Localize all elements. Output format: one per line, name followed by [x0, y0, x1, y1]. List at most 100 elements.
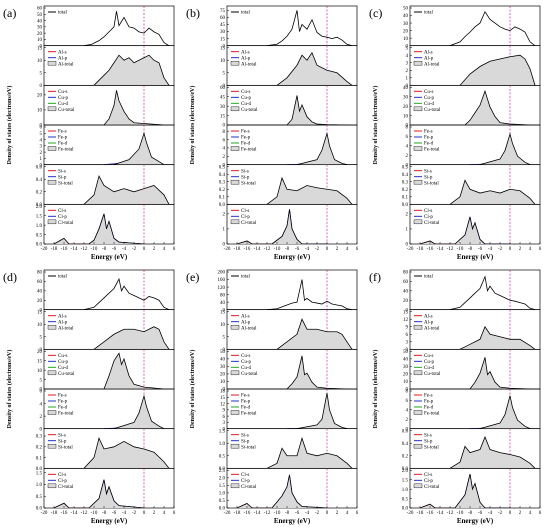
legend-swatch — [47, 60, 57, 66]
y-tick-label: 20 — [37, 94, 43, 99]
y-tick-label: 0 — [40, 427, 43, 432]
legend-label: Si-total — [58, 181, 73, 186]
x-axis-label: Energy (eV) — [457, 517, 494, 525]
y-tick-label: 20 — [403, 29, 409, 34]
y-tick-label: 30 — [220, 30, 226, 35]
subplot-2: 0 5 10 15 Al-sAl-pAl-total — [37, 309, 175, 353]
y-tick-label: 15 — [220, 310, 226, 315]
legend-label: Al-total — [58, 62, 74, 67]
subplot-5: 0.0 0.1 0.2 0.3 Si-sSi-pSi-total — [36, 428, 175, 472]
y-tick-label: 0 — [223, 124, 226, 129]
x-tick-label: 0 — [143, 247, 146, 252]
legend-swatch — [47, 370, 57, 376]
y-tick-label: 0 — [406, 243, 409, 248]
legend-swatch — [47, 443, 57, 449]
legend-label: Fe-total — [241, 148, 257, 153]
legend-swatch — [230, 60, 240, 66]
legend-label: Al-s — [241, 314, 250, 319]
legend-label: Fe-d — [424, 142, 434, 147]
x-tick-label: 2 — [336, 247, 339, 252]
y-tick-label: 8 — [406, 126, 409, 131]
y-tick-label: 120 — [218, 286, 226, 291]
subplot-5: 0.0 0.5 1.0 1.5 Si-sSi-pSi-total — [219, 428, 358, 472]
series-line-fe-total — [479, 132, 531, 165]
y-tick-label: 45 — [220, 23, 226, 28]
series-line-cl-total — [236, 209, 327, 244]
legend-label: Cu-d — [241, 102, 252, 107]
legend-label: Fe-d — [58, 142, 68, 147]
legend-label: Fe-p — [424, 400, 434, 405]
x-tick-label: -8 — [285, 511, 290, 516]
y-tick-label: 20 — [37, 299, 43, 304]
legend-swatch — [47, 179, 57, 185]
series-fill-cl-total — [237, 474, 327, 508]
x-tick-label: -6 — [295, 511, 300, 516]
x-tick-label: -14 — [254, 511, 261, 516]
legend-label: Si-p — [424, 175, 433, 180]
subplot-3: 0 15 30 45 60 Cu-sCu-pCu-dCu-total — [220, 84, 358, 129]
y-tick-label: 6 — [406, 399, 409, 404]
legend-swatch — [230, 219, 240, 225]
x-tick-label: 4 — [346, 247, 349, 252]
legend-label: total — [424, 11, 433, 16]
x-tick-label: -4 — [488, 247, 493, 252]
y-tick-label: 3 — [406, 61, 409, 66]
subplot-5: 0.0 0.1 0.2 0.3 0.4 0.5 Si-sSi-pSi-total — [402, 164, 541, 208]
legend-label: Fe-d — [241, 142, 251, 147]
legend-label: Si-s — [424, 169, 432, 174]
subplot-3: 0 10 20 Cu-sCu-pCu-dCu-total — [37, 84, 175, 129]
series-line-total — [449, 275, 536, 310]
legend-label: Cu-d — [58, 366, 69, 371]
x-tick-label: -12 — [447, 511, 454, 516]
y-tick-label: 40 — [37, 19, 43, 24]
legend-label: Cu-s — [241, 90, 251, 95]
legend-label: Cu-total — [424, 372, 441, 377]
legend-label: Al-s — [424, 314, 433, 319]
legend-label: Cu-s — [241, 354, 251, 359]
y-tick-label: 2.0 — [219, 477, 226, 482]
series-fill-cu-total — [104, 353, 164, 389]
x-tick-label: -6 — [112, 247, 117, 252]
y-tick-label: 9 — [223, 409, 226, 414]
y-tick-label: 6 — [406, 135, 409, 140]
y-tick-label: 0 — [223, 388, 226, 393]
legend-label: Cu-total — [58, 372, 75, 377]
x-tick-label: -2 — [498, 247, 503, 252]
y-tick-label: 4 — [40, 402, 43, 407]
legend-label: Cu-s — [424, 90, 434, 95]
legend-label: Cl-total — [58, 485, 74, 490]
panel-label: (b) — [186, 6, 200, 20]
legend-swatch — [413, 370, 423, 376]
y-tick-label: 1.5 — [36, 214, 43, 219]
legend-label: Si-total — [241, 181, 256, 186]
x-tick-label: -16 — [244, 511, 251, 516]
legend-label: Si-total — [424, 445, 439, 450]
legend-label: Fe-s — [241, 130, 250, 135]
y-tick-label: 15 — [220, 114, 226, 119]
y-tick-label: 40 — [220, 358, 226, 363]
y-tick-label: 2 — [406, 213, 409, 218]
x-tick-label: -4 — [305, 247, 310, 252]
y-tick-label: 0 — [406, 124, 409, 129]
y-tick-label: 5 — [40, 71, 43, 76]
x-tick-label: -10 — [274, 247, 281, 252]
legend-swatch — [230, 106, 240, 112]
legend-label: Al-p — [241, 56, 251, 61]
legend-label: Si-p — [58, 439, 67, 444]
x-tick-label: -16 — [61, 247, 68, 252]
panel-label: (a) — [3, 6, 16, 20]
legend-label: Fe-p — [241, 136, 251, 141]
legend-label: Cu-s — [58, 90, 68, 95]
legend-label: Cl-p — [424, 479, 433, 484]
y-tick-label: 0 — [40, 388, 43, 393]
series-line-cu-total — [103, 90, 165, 126]
x-tick-label: -10 — [457, 247, 464, 252]
x-tick-label: -14 — [71, 511, 78, 516]
y-tick-label: 10 — [403, 380, 409, 385]
y-tick-label: 0 — [40, 163, 43, 168]
subplot-6: 0.0 0.5 1.0 1.5 2.0 2.5 Cl-sCl-pCl-total — [219, 467, 358, 512]
legend-label: Si-p — [241, 439, 250, 444]
subplot-6: 0 1 2 Cl-sCl-pCl-total — [406, 203, 541, 248]
